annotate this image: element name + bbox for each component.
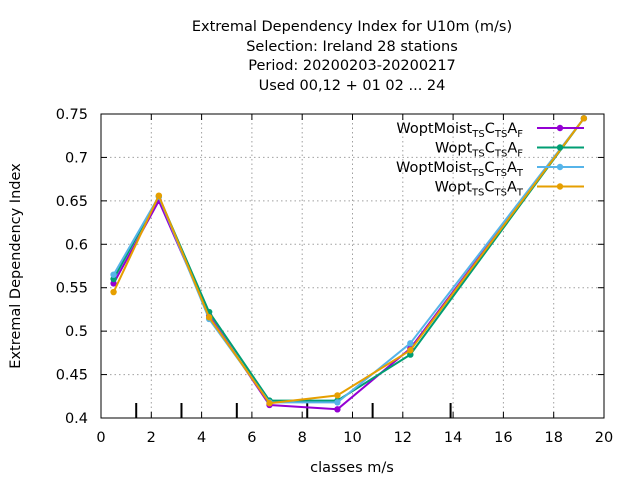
data-point [407,347,414,354]
x-tick-label: 18 [544,430,562,446]
x-tick-label: 2 [147,430,156,446]
data-point [407,340,414,347]
legend-label: WoptMoistTSCTSAT [396,160,524,179]
data-point [205,314,213,321]
x-axis-label: classes m/s [310,460,394,476]
data-point [334,406,341,413]
legend-label: WoptTSCTSAF [435,141,523,160]
y-tick-label: 0.65 [56,194,88,210]
x-tick-label: 10 [343,430,361,446]
title-line-1: Extremal Dependency Index for U10m (m/s) [192,19,512,35]
x-tick-label: 0 [96,430,105,446]
x-axis-ticks: 0 2 4 6 8 10 12 14 16 18 20 [96,114,613,446]
x-tick-label: 8 [298,430,307,446]
legend-swatch-point [556,183,564,190]
data-point [155,192,163,199]
data-point [334,392,341,399]
series-group [110,115,588,413]
data-point [334,399,341,406]
legend-swatch-point [556,144,564,151]
legend-swatch-point [556,124,564,132]
grid [101,114,604,418]
y-tick-label: 0.4 [65,411,88,427]
legend: WoptMoistTSCTSAFWoptTSCTSAFWoptMoistTSCT… [396,121,584,199]
chart-title: Extremal Dependency Index for U10m (m/s)… [192,19,512,94]
x-tick-label: 12 [394,430,412,446]
x-tick-label: 14 [444,430,462,446]
y-axis-ticks: 0.4 0.45 0.5 0.55 0.6 0.65 0.7 0.75 [56,107,604,427]
x-tick-label: 4 [197,430,206,446]
y-tick-label: 0.55 [56,281,88,297]
y-axis-label: Extremal Dependency Index [8,163,24,369]
x-tick-label: 20 [595,430,613,446]
legend-label: WoptTSCTSAT [435,180,524,199]
y-tick-label: 0.75 [56,107,88,123]
x-tick-label: 6 [247,430,256,446]
series-2 [110,115,588,404]
legend-label: WoptMoistTSCTSAF [396,121,523,140]
y-tick-label: 0.7 [65,150,88,166]
y-tick-label: 0.5 [65,324,88,340]
series-4 [110,115,588,407]
class-boundary-marks [135,403,452,418]
series-3 [110,115,588,406]
title-line-2: Selection: Ireland 28 stations [246,39,458,55]
y-tick-label: 0.6 [65,237,88,253]
title-line-3: Period: 20200203-20200217 [248,58,456,74]
plot-frame [100,113,605,419]
data-point [110,288,117,296]
y-tick-label: 0.45 [56,368,88,384]
x-tick-label: 16 [494,430,512,446]
title-line-4: Used 00,12 + 01 02 ... 24 [259,78,446,94]
legend-swatch-point [556,163,564,171]
data-point [266,400,273,407]
data-point [110,271,117,278]
data-point [580,115,588,122]
